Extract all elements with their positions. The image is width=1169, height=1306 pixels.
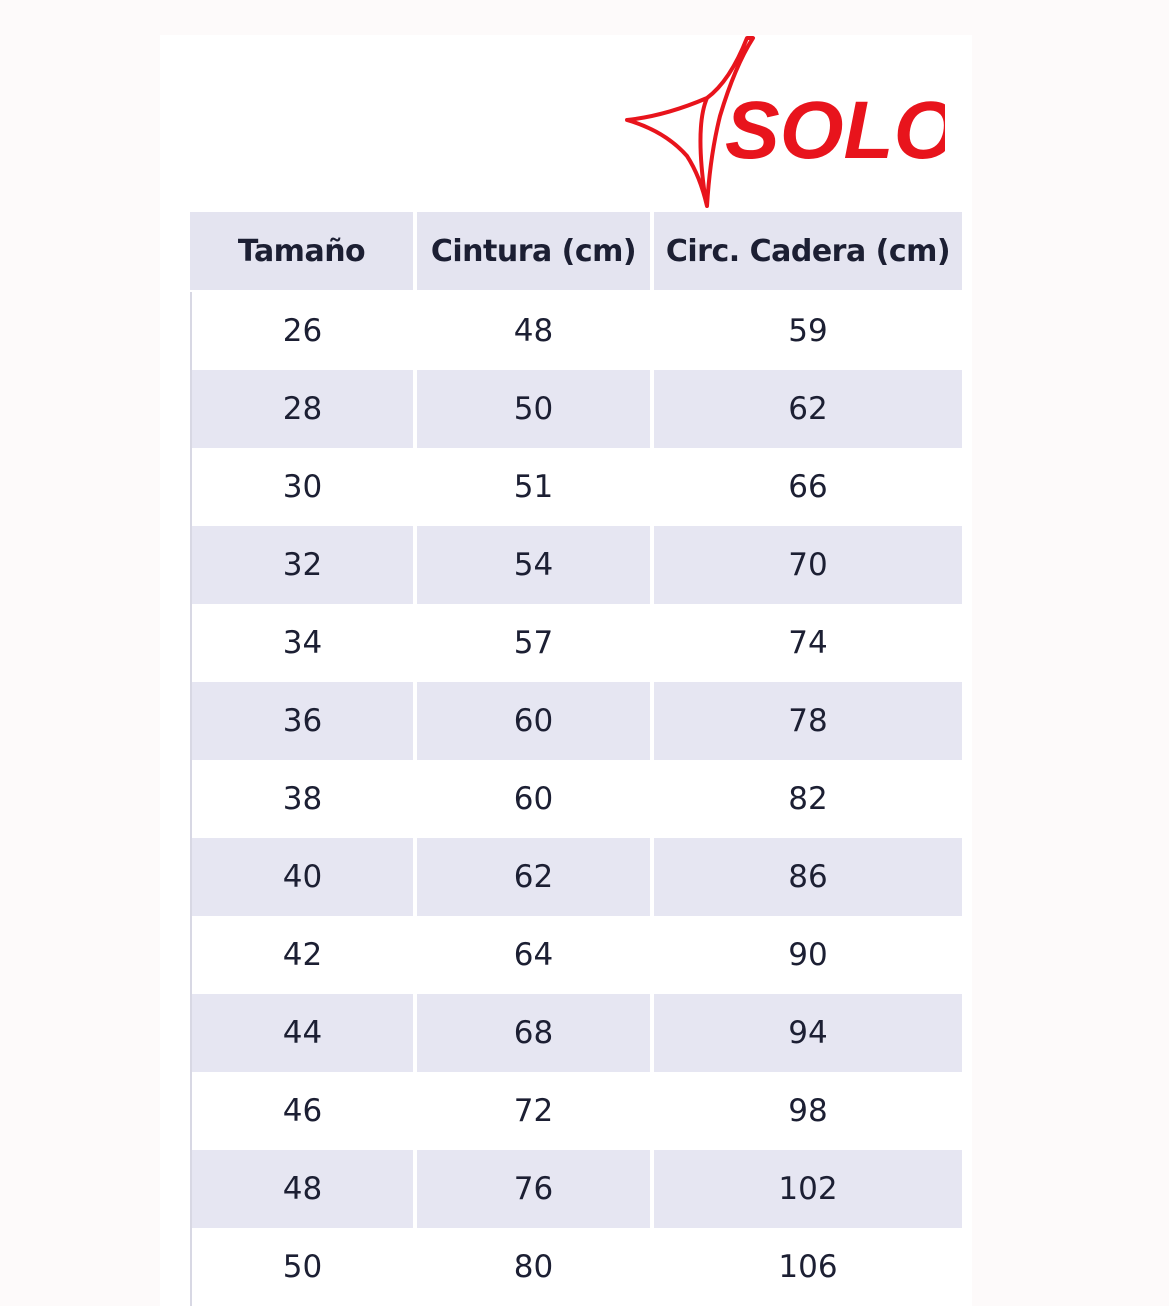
table-row: 42 64 90 <box>190 916 962 994</box>
cell-size: 32 <box>190 526 413 604</box>
table-row: 38 60 82 <box>190 760 962 838</box>
header-waist: Cintura (cm) <box>417 212 650 290</box>
table-row: 50 80 106 <box>190 1228 962 1306</box>
cell-hip: 94 <box>654 994 962 1072</box>
cell-waist: 51 <box>513 469 554 505</box>
cell-waist: 68 <box>417 994 650 1072</box>
cell-size: 28 <box>190 370 413 448</box>
table-header-row: Tamaño Cintura (cm) Circ. Cadera (cm) <box>190 212 962 290</box>
cell-hip: 90 <box>788 937 828 973</box>
cell-hip: 78 <box>654 682 962 760</box>
cell-waist: 76 <box>417 1150 650 1228</box>
cell-size: 36 <box>190 682 413 760</box>
table-row: 32 54 70 <box>190 526 962 604</box>
solo-logo: SOLO <box>625 36 945 208</box>
cell-hip: 59 <box>788 313 828 349</box>
table-row: 46 72 98 <box>190 1072 962 1150</box>
cell-size: 46 <box>190 1072 413 1150</box>
table-row: 48 76 102 <box>190 1150 962 1228</box>
cell-hip: 82 <box>788 781 828 817</box>
header-hip: Circ. Cadera (cm) <box>654 212 962 290</box>
table-row: 26 48 59 <box>190 292 962 370</box>
svg-text:SOLO: SOLO <box>725 85 945 176</box>
cell-size: 40 <box>190 838 413 916</box>
cell-hip: 106 <box>778 1249 838 1285</box>
cell-size: 42 <box>190 916 413 994</box>
cell-size: 48 <box>190 1150 413 1228</box>
cell-size: 30 <box>190 448 413 526</box>
table-row: 44 68 94 <box>190 994 962 1072</box>
cell-waist: 57 <box>513 625 554 661</box>
table-row: 40 62 86 <box>190 838 962 916</box>
table-row: 36 60 78 <box>190 682 962 760</box>
cell-size: 44 <box>190 994 413 1072</box>
cell-hip: 70 <box>654 526 962 604</box>
cell-size: 26 <box>190 292 413 370</box>
cell-waist: 60 <box>417 682 650 760</box>
cell-waist: 48 <box>513 313 554 349</box>
cell-waist: 72 <box>513 1093 554 1129</box>
table-row: 34 57 74 <box>190 604 962 682</box>
cell-waist: 60 <box>513 781 554 817</box>
cell-hip: 66 <box>788 469 828 505</box>
cell-waist: 64 <box>513 937 554 973</box>
cell-waist: 62 <box>417 838 650 916</box>
table-row: 30 51 66 <box>190 448 962 526</box>
cell-size: 38 <box>190 760 413 838</box>
cell-waist: 50 <box>417 370 650 448</box>
cell-hip: 62 <box>654 370 962 448</box>
cell-size: 34 <box>190 604 413 682</box>
header-size: Tamaño <box>190 212 413 290</box>
size-chart-table: Tamaño Cintura (cm) Circ. Cadera (cm) 26… <box>190 212 962 1306</box>
cell-hip: 86 <box>654 838 962 916</box>
cell-waist: 54 <box>417 526 650 604</box>
cell-hip: 74 <box>788 625 828 661</box>
cell-size: 50 <box>190 1228 413 1306</box>
cell-hip: 102 <box>654 1150 962 1228</box>
table-row: 28 50 62 <box>190 370 962 448</box>
cell-waist: 80 <box>513 1249 554 1285</box>
cell-hip: 98 <box>788 1093 828 1129</box>
